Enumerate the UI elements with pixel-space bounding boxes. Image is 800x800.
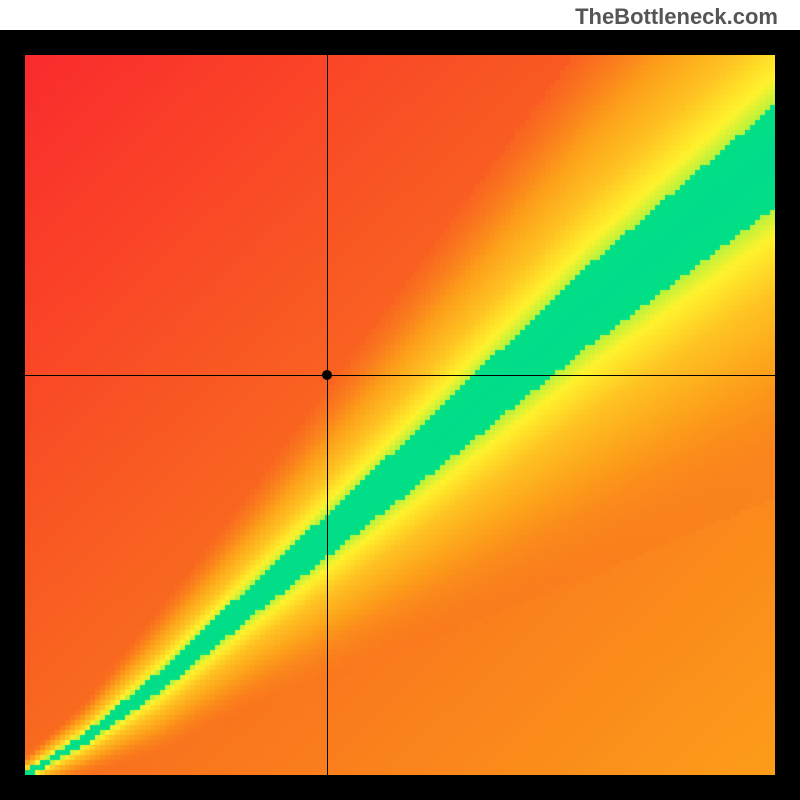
watermark-text: TheBottleneck.com (575, 4, 778, 30)
heatmap-canvas (25, 55, 775, 775)
chart-frame (0, 30, 800, 800)
crosshair-marker (322, 370, 332, 380)
crosshair-horizontal (25, 375, 775, 376)
crosshair-vertical (327, 55, 328, 775)
